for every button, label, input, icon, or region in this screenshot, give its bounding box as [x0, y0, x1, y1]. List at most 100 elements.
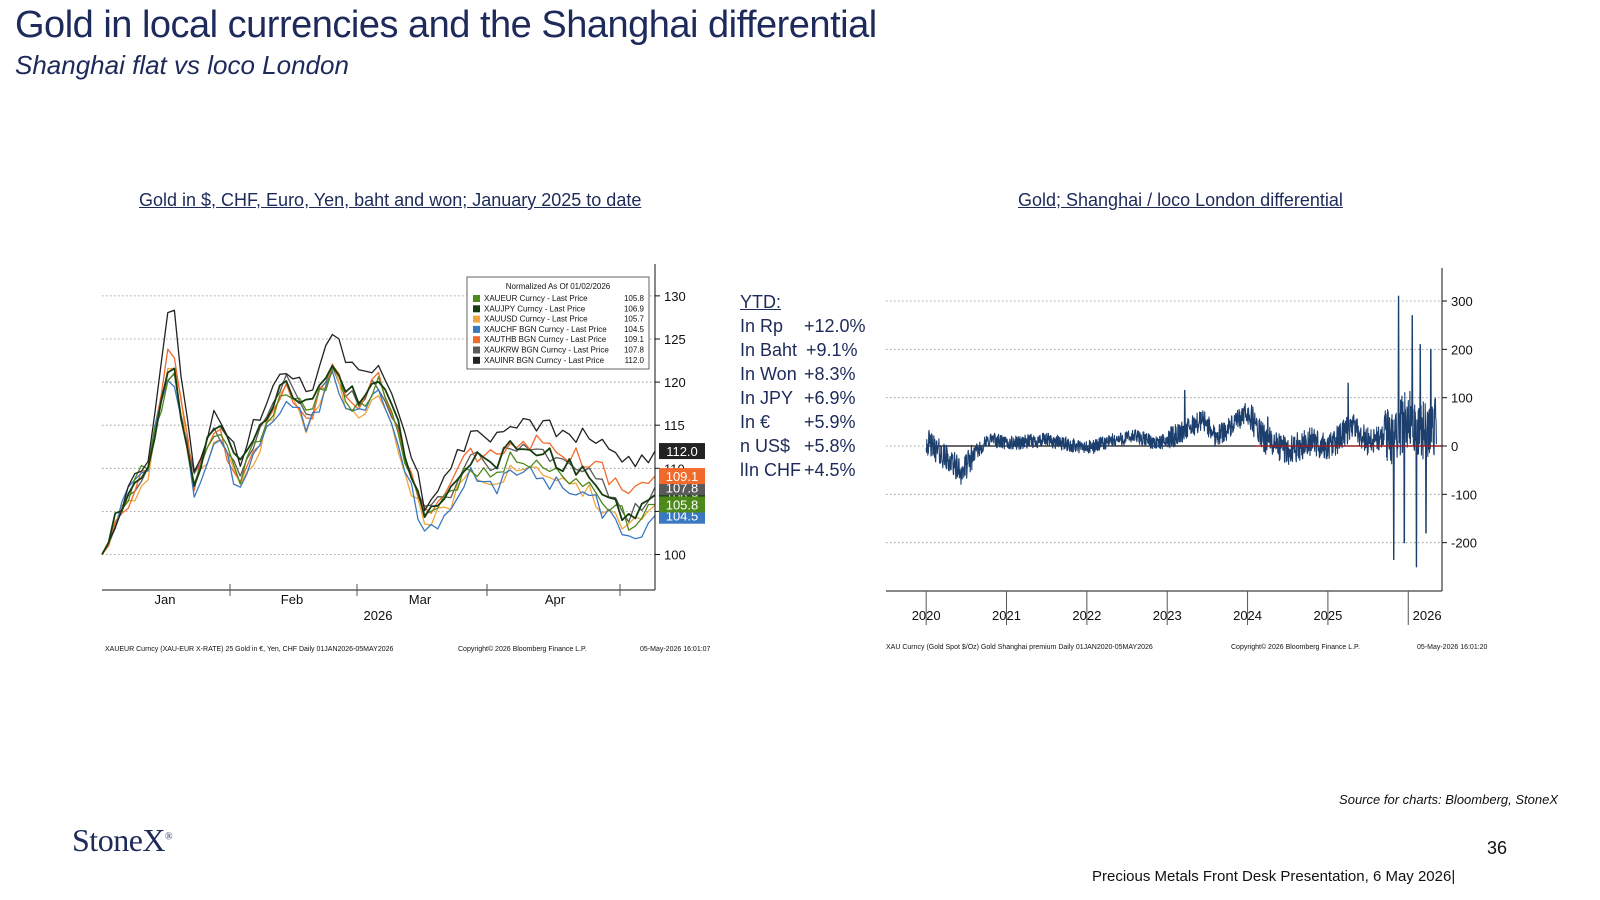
differential-series-line: [925, 295, 1437, 568]
presentation-footer: Precious Metals Front Desk Presentation,…: [1092, 868, 1456, 885]
last-value-label: 109.1: [666, 469, 699, 484]
series-line: [101, 365, 656, 555]
legend-title: Normalized As Of 01/02/2026: [506, 282, 611, 291]
page-subtitle: Shanghai flat vs loco London: [15, 50, 349, 80]
y-tick-label: 100: [664, 548, 686, 563]
ytd-row: In Rp +12.0%: [740, 314, 866, 338]
legend-box: [466, 276, 650, 370]
legend-swatch: [473, 356, 480, 364]
legend-entry: XAUCHF BGN Curncy - Last Price: [484, 325, 607, 334]
currencies-line-chart: 100105110115120125130JanFebMarApr2026 No…: [101, 264, 711, 653]
y-tick-label: 120: [664, 375, 686, 390]
page-number: 36: [1487, 838, 1508, 858]
legend: Normalized As Of 01/02/2026 XAUEUR Curncy…: [466, 276, 650, 370]
right-chart-footer-right: 05-May-2026 16:01:20: [1417, 644, 1488, 651]
ytd-currency: lIn CHF: [740, 460, 802, 480]
legend-swatch: [473, 325, 480, 333]
left-chart-footer-right: 05-May-2026 16:01:07: [640, 646, 711, 653]
y-tick-label: 130: [664, 289, 686, 304]
series-line: [101, 364, 656, 555]
series-line: [101, 309, 656, 555]
last-value-label: 112.0: [666, 444, 698, 459]
x-year-label: 2026: [364, 608, 393, 623]
axes: -200 -100 0 100 200 300 2020 2021 2022 2023 2024 20…: [886, 268, 1477, 625]
y-tick-label: 125: [664, 332, 686, 347]
series-lines: [101, 309, 656, 555]
legend-entry: XAUEUR Curncy - Last Price: [484, 294, 588, 303]
ytd-row: In € +5.9%: [740, 410, 866, 434]
legend-entry: XAUKRW BGN Curncy - Last Price: [484, 346, 609, 355]
ytd-value: +5.8%: [804, 436, 856, 456]
right-chart-footer-left: XAU Curncy (Gold Spot $/Oz) Gold Shangha…: [886, 644, 1153, 651]
legend-entry: XAUTHB BGN Curncy - Last Price: [484, 335, 607, 344]
right-chart-heading: Gold; Shanghai / loco London differentia…: [1018, 190, 1343, 210]
ytd-currency: In JPY: [740, 388, 794, 408]
right-chart-footer-mid: Copyright© 2026 Bloomberg Finance L.P.: [1231, 643, 1360, 651]
ytd-currency: In Rp: [740, 316, 784, 336]
legend-swatch: [473, 315, 480, 323]
left-chart-footer-left: XAUEUR Curncy (XAU-EUR X-RATE) 25 Gold i…: [105, 646, 394, 653]
ytd-value: +5.9%: [804, 412, 856, 432]
legend-entry: XAUJPY Curncy - Last Price: [484, 304, 586, 313]
x-tick-label: 2024: [1233, 608, 1262, 623]
x-tick-label: 2023: [1153, 608, 1182, 623]
x-tick-label: Apr: [545, 592, 566, 607]
x-tick-label: 2021: [992, 608, 1021, 623]
ytd-currency: n US$: [740, 436, 791, 456]
y-tick-label: 300: [1451, 294, 1473, 309]
ytd-row: In Won +8.3%: [740, 362, 866, 386]
legend-value: 105.7: [624, 315, 645, 324]
y-tick-label: -100: [1451, 487, 1477, 502]
ytd-currency: In Won: [740, 364, 797, 384]
logo-text: StoneX: [72, 822, 166, 858]
ytd-row: In Baht +9.1%: [740, 338, 866, 362]
legend-swatch: [473, 346, 480, 354]
ytd-currency: In Baht: [740, 340, 798, 360]
legend-value: 112.0: [625, 356, 645, 365]
x-tick-label: 2022: [1072, 608, 1101, 623]
ytd-rows: In Rp +12.0% In Baht +9.1% In Won +8.3% In JPY…: [740, 314, 866, 482]
ytd-row: n US$ +5.8%: [740, 434, 866, 458]
last-value-box: [659, 468, 705, 485]
y-tick-label: -200: [1451, 536, 1477, 551]
legend-value: 104.5: [624, 325, 645, 334]
differential-line-chart: -200 -100 0 100 200 300 2020 2021 2022 2023 2024 20…: [886, 268, 1488, 651]
ytd-value: +6.9%: [804, 388, 856, 408]
legend-swatch: [473, 305, 480, 313]
source-note: Source for charts: Bloomberg, StoneX: [1339, 792, 1558, 807]
series-lines: [925, 295, 1442, 568]
ytd-summary: YTD: In Rp +12.0% In Baht +9.1% In Won +8.3% I…: [740, 290, 866, 482]
series-line: [101, 363, 656, 555]
page-title: Gold in local currencies and the Shangha…: [15, 4, 877, 46]
legend-entry: XAUINR BGN Curncy - Last Price: [484, 356, 605, 365]
ytd-value: +8.3%: [804, 364, 856, 384]
legend-swatch: [473, 336, 480, 344]
y-tick-label: 200: [1451, 342, 1473, 357]
ytd-value: +12.0%: [804, 316, 866, 336]
ytd-value: +9.1%: [806, 340, 858, 360]
ytd-row: In JPY +6.9%: [740, 386, 866, 410]
x-tick-label: Mar: [409, 592, 432, 607]
legend-entry: XAUUSD Curncy - Last Price: [484, 315, 588, 324]
legend-value: 106.9: [624, 304, 645, 313]
grid-lines: [886, 300, 1442, 544]
series-line: [101, 370, 656, 555]
last-value-label: 105.8: [666, 498, 699, 513]
x-tick-label: Feb: [281, 592, 303, 607]
legend-value: 105.8: [624, 294, 645, 303]
ytd-row: lIn CHF +4.5%: [740, 458, 866, 482]
legend-value: 107.8: [624, 346, 645, 355]
ytd-currency: In €: [740, 412, 771, 432]
y-tick-label: 100: [1451, 391, 1473, 406]
left-chart-heading: Gold in $, CHF, Euro, Yen, baht and won;…: [139, 190, 642, 210]
x-tick-label: 2025: [1313, 608, 1342, 623]
last-value-box: [659, 496, 705, 513]
x-tick-label: 2020: [912, 608, 941, 623]
ytd-heading: YTD:: [740, 292, 782, 312]
last-value-box: [659, 443, 705, 460]
x-tick-label: 2026: [1413, 608, 1442, 623]
x-tick-label: Jan: [155, 592, 176, 607]
series-line: [101, 348, 656, 555]
y-tick-label: 0: [1451, 439, 1458, 454]
